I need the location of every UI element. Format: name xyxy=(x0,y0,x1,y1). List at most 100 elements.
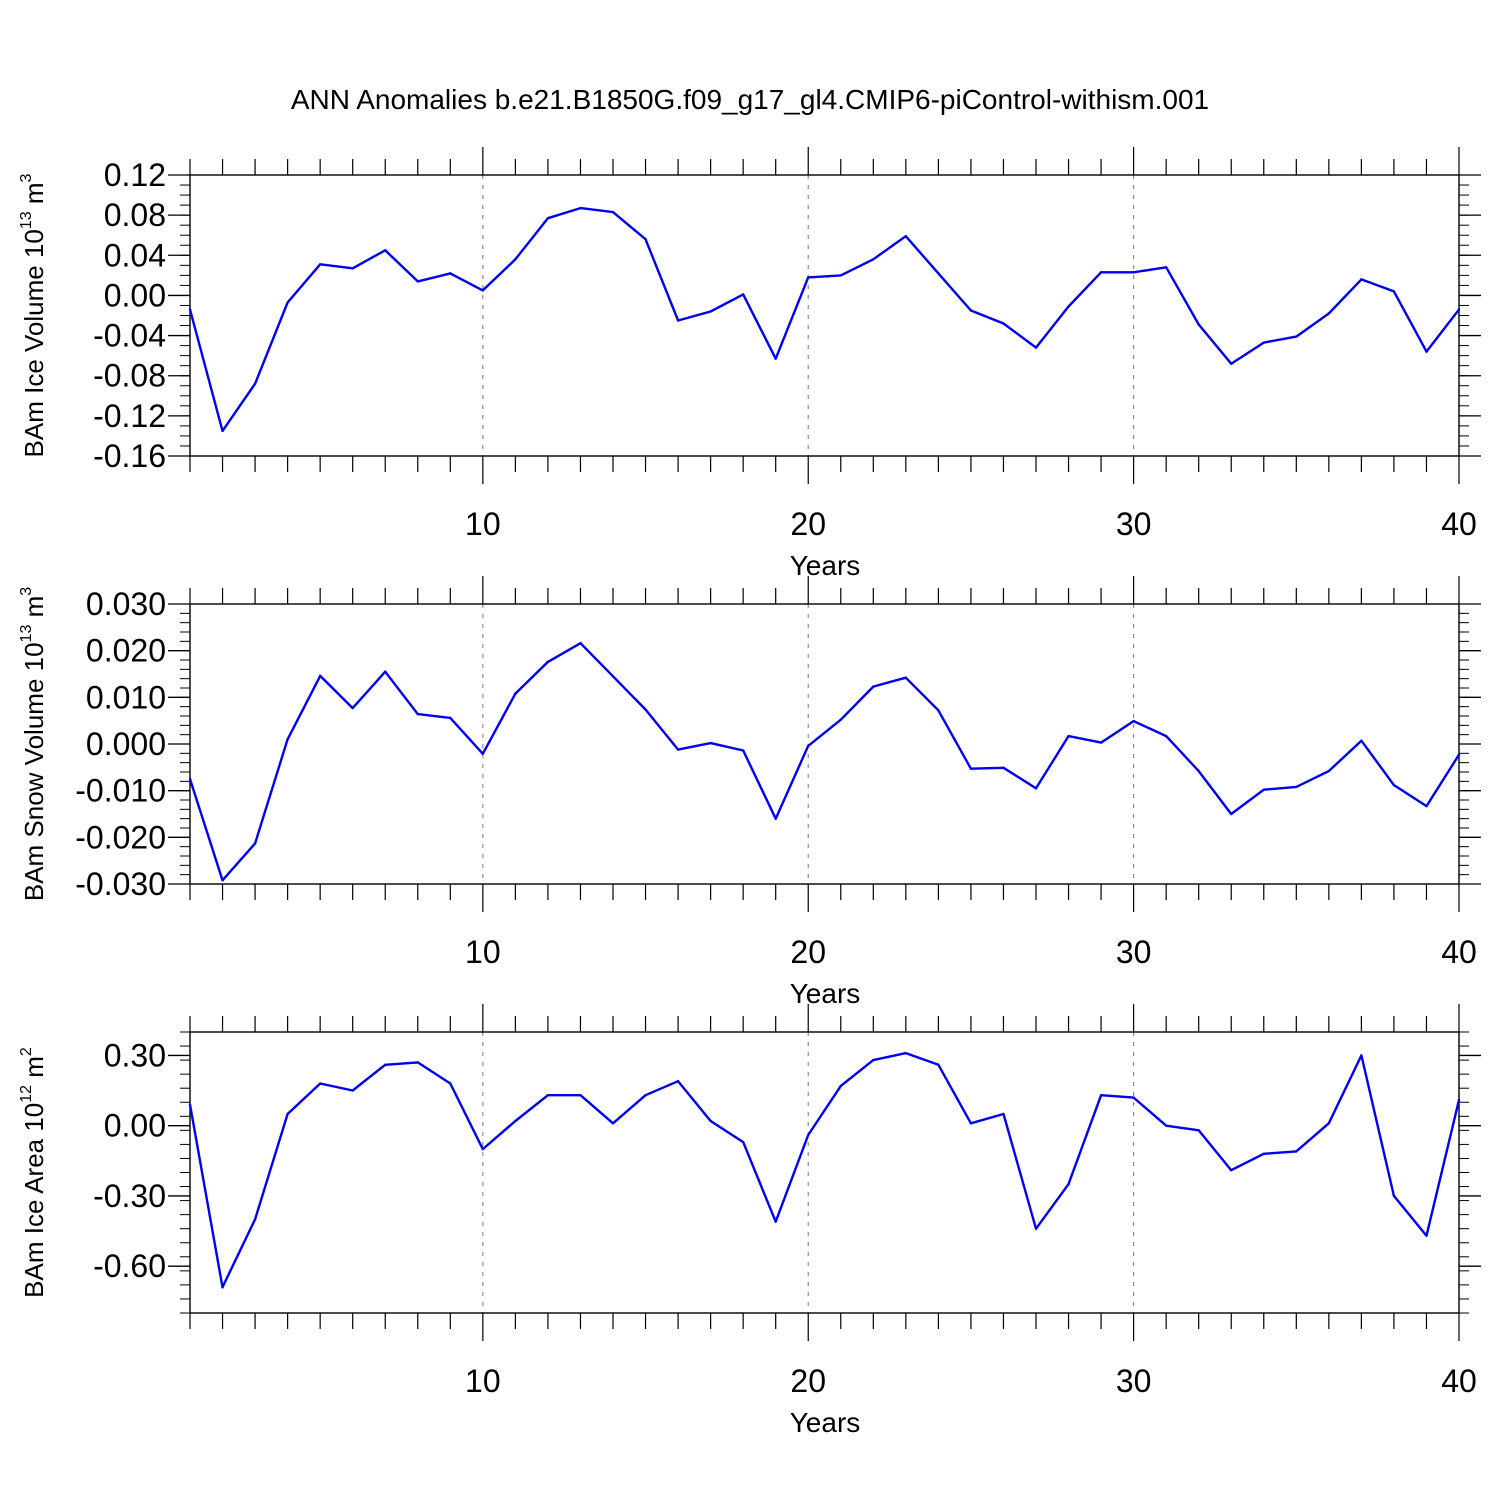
data-point xyxy=(1295,785,1298,789)
data-point xyxy=(546,216,550,220)
y-axis-label-exponent: 3 xyxy=(18,587,35,596)
data-point xyxy=(1034,787,1038,790)
data-point xyxy=(449,716,452,720)
data-point xyxy=(188,308,192,311)
data-point xyxy=(676,748,680,751)
data-point xyxy=(969,309,973,312)
data-point xyxy=(904,676,908,679)
x-axis-label: Years xyxy=(790,1407,861,1438)
y-axis-label-text: m xyxy=(19,1056,49,1085)
data-point xyxy=(351,706,354,710)
data-point xyxy=(839,1084,842,1088)
data-point xyxy=(318,263,322,266)
y-tick-label: -0.030 xyxy=(75,866,166,902)
chart-panel-3: 0.30 0.00 -0.30 -0.60 10 20 30 40 Years BAm Ice A… xyxy=(18,1004,1481,1438)
data-point xyxy=(221,429,224,433)
data-point xyxy=(807,1133,810,1137)
data-point xyxy=(872,258,875,261)
data-point xyxy=(1360,739,1363,742)
data-point xyxy=(1425,350,1428,353)
y-tick-label: 0.010 xyxy=(86,679,166,715)
data-point xyxy=(546,1094,550,1097)
y-tick-label: 0.08 xyxy=(104,197,166,233)
data-point xyxy=(253,842,257,845)
data-point xyxy=(1327,1122,1331,1125)
y-tick-label: -0.010 xyxy=(75,773,166,809)
data-point xyxy=(709,310,712,313)
y-axis-label-exponent: 13 xyxy=(18,211,35,229)
data-point xyxy=(1034,1227,1038,1230)
chart-panel-1: 0.12 0.08 0.04 0.00 -0.04 -0.08 -0.12 -0.16 10 20… xyxy=(18,147,1481,581)
data-point xyxy=(351,267,354,270)
data-point xyxy=(872,1058,875,1062)
data-point xyxy=(384,1063,387,1066)
x-tick-label: 40 xyxy=(1441,506,1477,542)
data-point xyxy=(1425,804,1428,808)
data-point xyxy=(449,272,452,275)
data-point xyxy=(1034,346,1038,349)
data-point xyxy=(1002,322,1005,325)
data-point xyxy=(1002,766,1005,769)
data-point xyxy=(774,817,777,820)
data-point xyxy=(1327,312,1331,315)
data-point xyxy=(741,293,745,296)
y-axis-label: BAm Ice Volume 1013 m3 xyxy=(18,173,49,457)
y-tick-label: -0.020 xyxy=(75,819,166,855)
data-point xyxy=(644,1094,647,1097)
data-point xyxy=(514,258,517,261)
x-tick-label: 20 xyxy=(790,506,826,542)
data-point xyxy=(286,738,289,741)
data-point xyxy=(937,709,940,712)
data-point xyxy=(318,1082,322,1085)
data-point xyxy=(741,1140,745,1144)
data-point xyxy=(188,777,192,781)
data-point xyxy=(1457,753,1461,756)
data-point xyxy=(1164,734,1168,738)
y-axis-label-text: m xyxy=(19,182,49,211)
data-point xyxy=(1262,788,1265,791)
y-tick-label: 0.000 xyxy=(86,726,166,762)
y-axis-label-exponent: 2 xyxy=(18,1047,35,1056)
data-point xyxy=(1392,290,1396,293)
data-point xyxy=(546,660,550,664)
y-tick-label: 0.00 xyxy=(104,277,166,313)
data-point xyxy=(221,1286,224,1289)
data-point xyxy=(839,274,842,277)
y-tick-label: -0.12 xyxy=(93,398,166,434)
x-tick-label: 10 xyxy=(465,934,501,970)
x-tick-label: 20 xyxy=(790,1363,826,1399)
plot-frame xyxy=(189,174,1460,457)
data-point xyxy=(774,1220,777,1223)
data-point xyxy=(1002,1112,1005,1116)
data-point xyxy=(1099,1094,1103,1097)
data-point xyxy=(1230,362,1233,365)
data-point xyxy=(1262,341,1265,344)
data-point xyxy=(286,1112,289,1116)
data-point xyxy=(449,1082,452,1085)
data-point xyxy=(644,708,647,711)
data-point xyxy=(318,674,322,678)
data-point xyxy=(1164,1124,1168,1127)
data-point xyxy=(481,289,485,292)
data-point xyxy=(611,675,615,678)
y-tick-label: 0.12 xyxy=(104,157,166,193)
data-point xyxy=(1197,323,1200,326)
x-tick-label: 30 xyxy=(1116,506,1152,542)
data-point xyxy=(1295,1150,1298,1153)
data-point xyxy=(384,249,387,252)
y-axis-label: BAm Snow Volume 1013 m3 xyxy=(18,587,49,901)
data-point xyxy=(774,357,777,360)
y-tick-label: -0.16 xyxy=(93,438,166,474)
data-point xyxy=(969,1122,973,1125)
data-point xyxy=(416,712,419,716)
data-point xyxy=(611,1122,615,1125)
data-point xyxy=(1067,1183,1070,1186)
data-point xyxy=(807,744,810,748)
data-point xyxy=(676,319,680,322)
data-point xyxy=(1197,769,1200,773)
data-point xyxy=(1067,734,1070,738)
data-point xyxy=(969,767,973,770)
y-axis-label: BAm Ice Area 1012 m2 xyxy=(18,1047,49,1298)
x-tick-label: 20 xyxy=(790,934,826,970)
x-tick-label: 40 xyxy=(1441,1363,1477,1399)
